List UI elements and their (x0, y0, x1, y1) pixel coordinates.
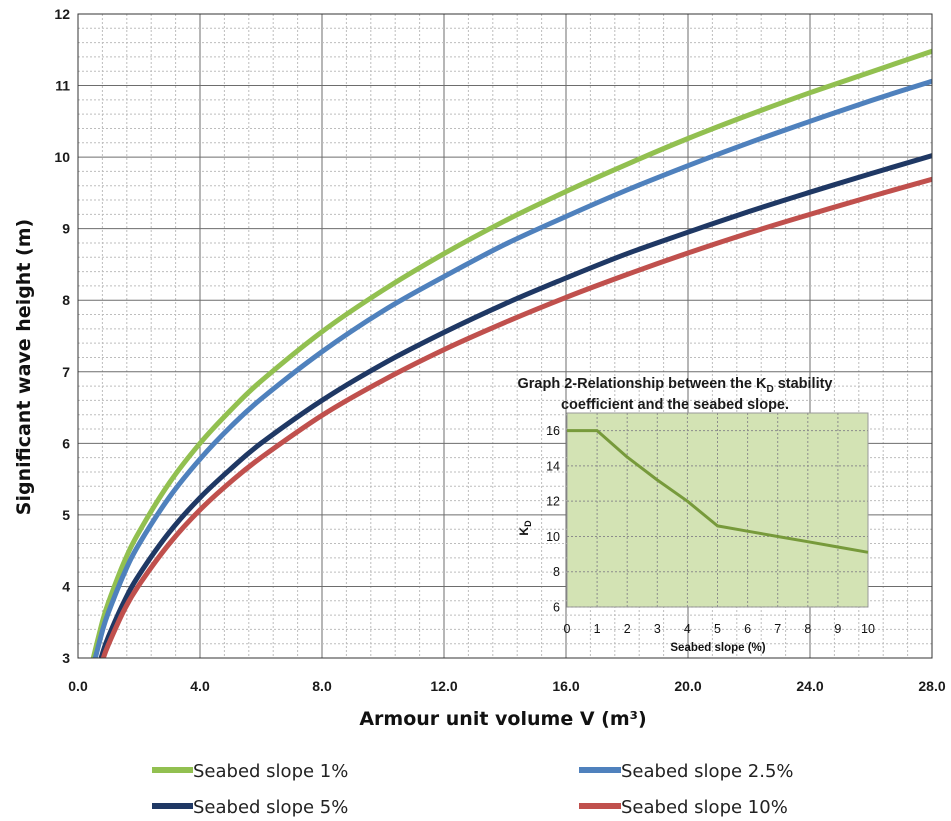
inset-x-tick-label: 6 (744, 622, 751, 636)
inset-series (567, 429, 869, 554)
inset-x-tick-label: 7 (774, 622, 781, 636)
x-tick-label: 16.0 (552, 678, 579, 694)
x-tick-label: 20.0 (674, 678, 701, 694)
y-tick-label: 12 (54, 6, 70, 22)
inset-kd-line (567, 429, 869, 554)
y-tick-label: 6 (62, 435, 70, 451)
y-axis-title: Significant wave height (m) (13, 219, 35, 515)
main-plot-frame (77, 13, 933, 659)
legend-item-slope-10: Seabed slope 10% (579, 797, 788, 818)
legend-item-slope-5: Seabed slope 5% (152, 797, 348, 818)
inset-title-line2: coefficient and the seabed slope. (561, 397, 789, 413)
y-tick-label: 9 (62, 221, 70, 237)
x-tick-label: 0.0 (68, 678, 88, 694)
x-tick-label: 8.0 (312, 678, 332, 694)
legend-item-slope-1: Seabed slope 1% (152, 761, 348, 782)
legend-label-slope-10: Seabed slope 10% (621, 797, 788, 818)
main-chart-series (90, 48, 932, 658)
inset-x-tick-label: 5 (714, 622, 721, 636)
series-line-2 (98, 153, 932, 658)
inset-x-tick-label: 4 (684, 622, 691, 636)
legend-label-slope-1: Seabed slope 1% (193, 761, 348, 782)
inset-x-tick-label: 1 (594, 622, 601, 636)
y-tick-label: 8 (62, 292, 70, 308)
x-axis-title: Armour unit volume V (m³) (359, 708, 646, 730)
inset-chart: Graph 2-Relationship between the KD stab… (517, 376, 875, 654)
y-tick-label: 10 (54, 149, 70, 165)
legend-label-slope-2-5: Seabed slope 2.5% (621, 761, 794, 782)
inset-x-tick-label: 10 (861, 622, 875, 636)
inset-y-tick-label: 16 (546, 424, 560, 438)
inset-x-tick-label: 9 (834, 622, 841, 636)
main-chart-tick-labels: 0.0 4.0 8.0 12.0 16.0 20.0 24.0 28.034567891011… (54, 6, 945, 694)
series-line-1 (92, 78, 932, 658)
series-line-3 (100, 176, 932, 658)
inset-y-tick-label: 8 (553, 565, 560, 579)
inset-y-axis-title: KD (517, 520, 533, 536)
y-tick-label: 4 (62, 578, 70, 594)
inset-x-tick-label: 2 (624, 622, 631, 636)
inset-x-tick-label: 0 (564, 622, 571, 636)
inset-x-tick-label: 3 (654, 622, 661, 636)
x-tick-label: 24.0 (796, 678, 823, 694)
y-tick-label: 5 (62, 507, 70, 523)
legend-label-slope-5: Seabed slope 5% (193, 797, 348, 818)
y-tick-label: 11 (55, 78, 70, 94)
inset-y-tick-label: 14 (546, 459, 560, 473)
inset-y-tick-label: 12 (546, 495, 560, 509)
series-line-0 (90, 48, 932, 658)
inset-grid (567, 413, 868, 608)
inset-x-axis-title: Seabed slope (%) (670, 642, 765, 654)
x-tick-label: 28.0 (918, 678, 945, 694)
inset-y-tick-label: 10 (546, 530, 560, 544)
inset-x-tick-label: 8 (804, 622, 811, 636)
x-tick-label: 4.0 (190, 678, 210, 694)
legend: Seabed slope 1% Seabed slope 2.5% Seabed… (152, 761, 794, 818)
x-tick-label: 12.0 (430, 678, 457, 694)
y-tick-label: 3 (62, 650, 70, 666)
inset-y-tick-label: 6 (553, 601, 560, 615)
y-tick-label: 7 (62, 364, 70, 380)
inset-title-line1: Graph 2-Relationship between the KD stab… (517, 376, 832, 395)
legend-item-slope-2-5: Seabed slope 2.5% (579, 761, 794, 782)
